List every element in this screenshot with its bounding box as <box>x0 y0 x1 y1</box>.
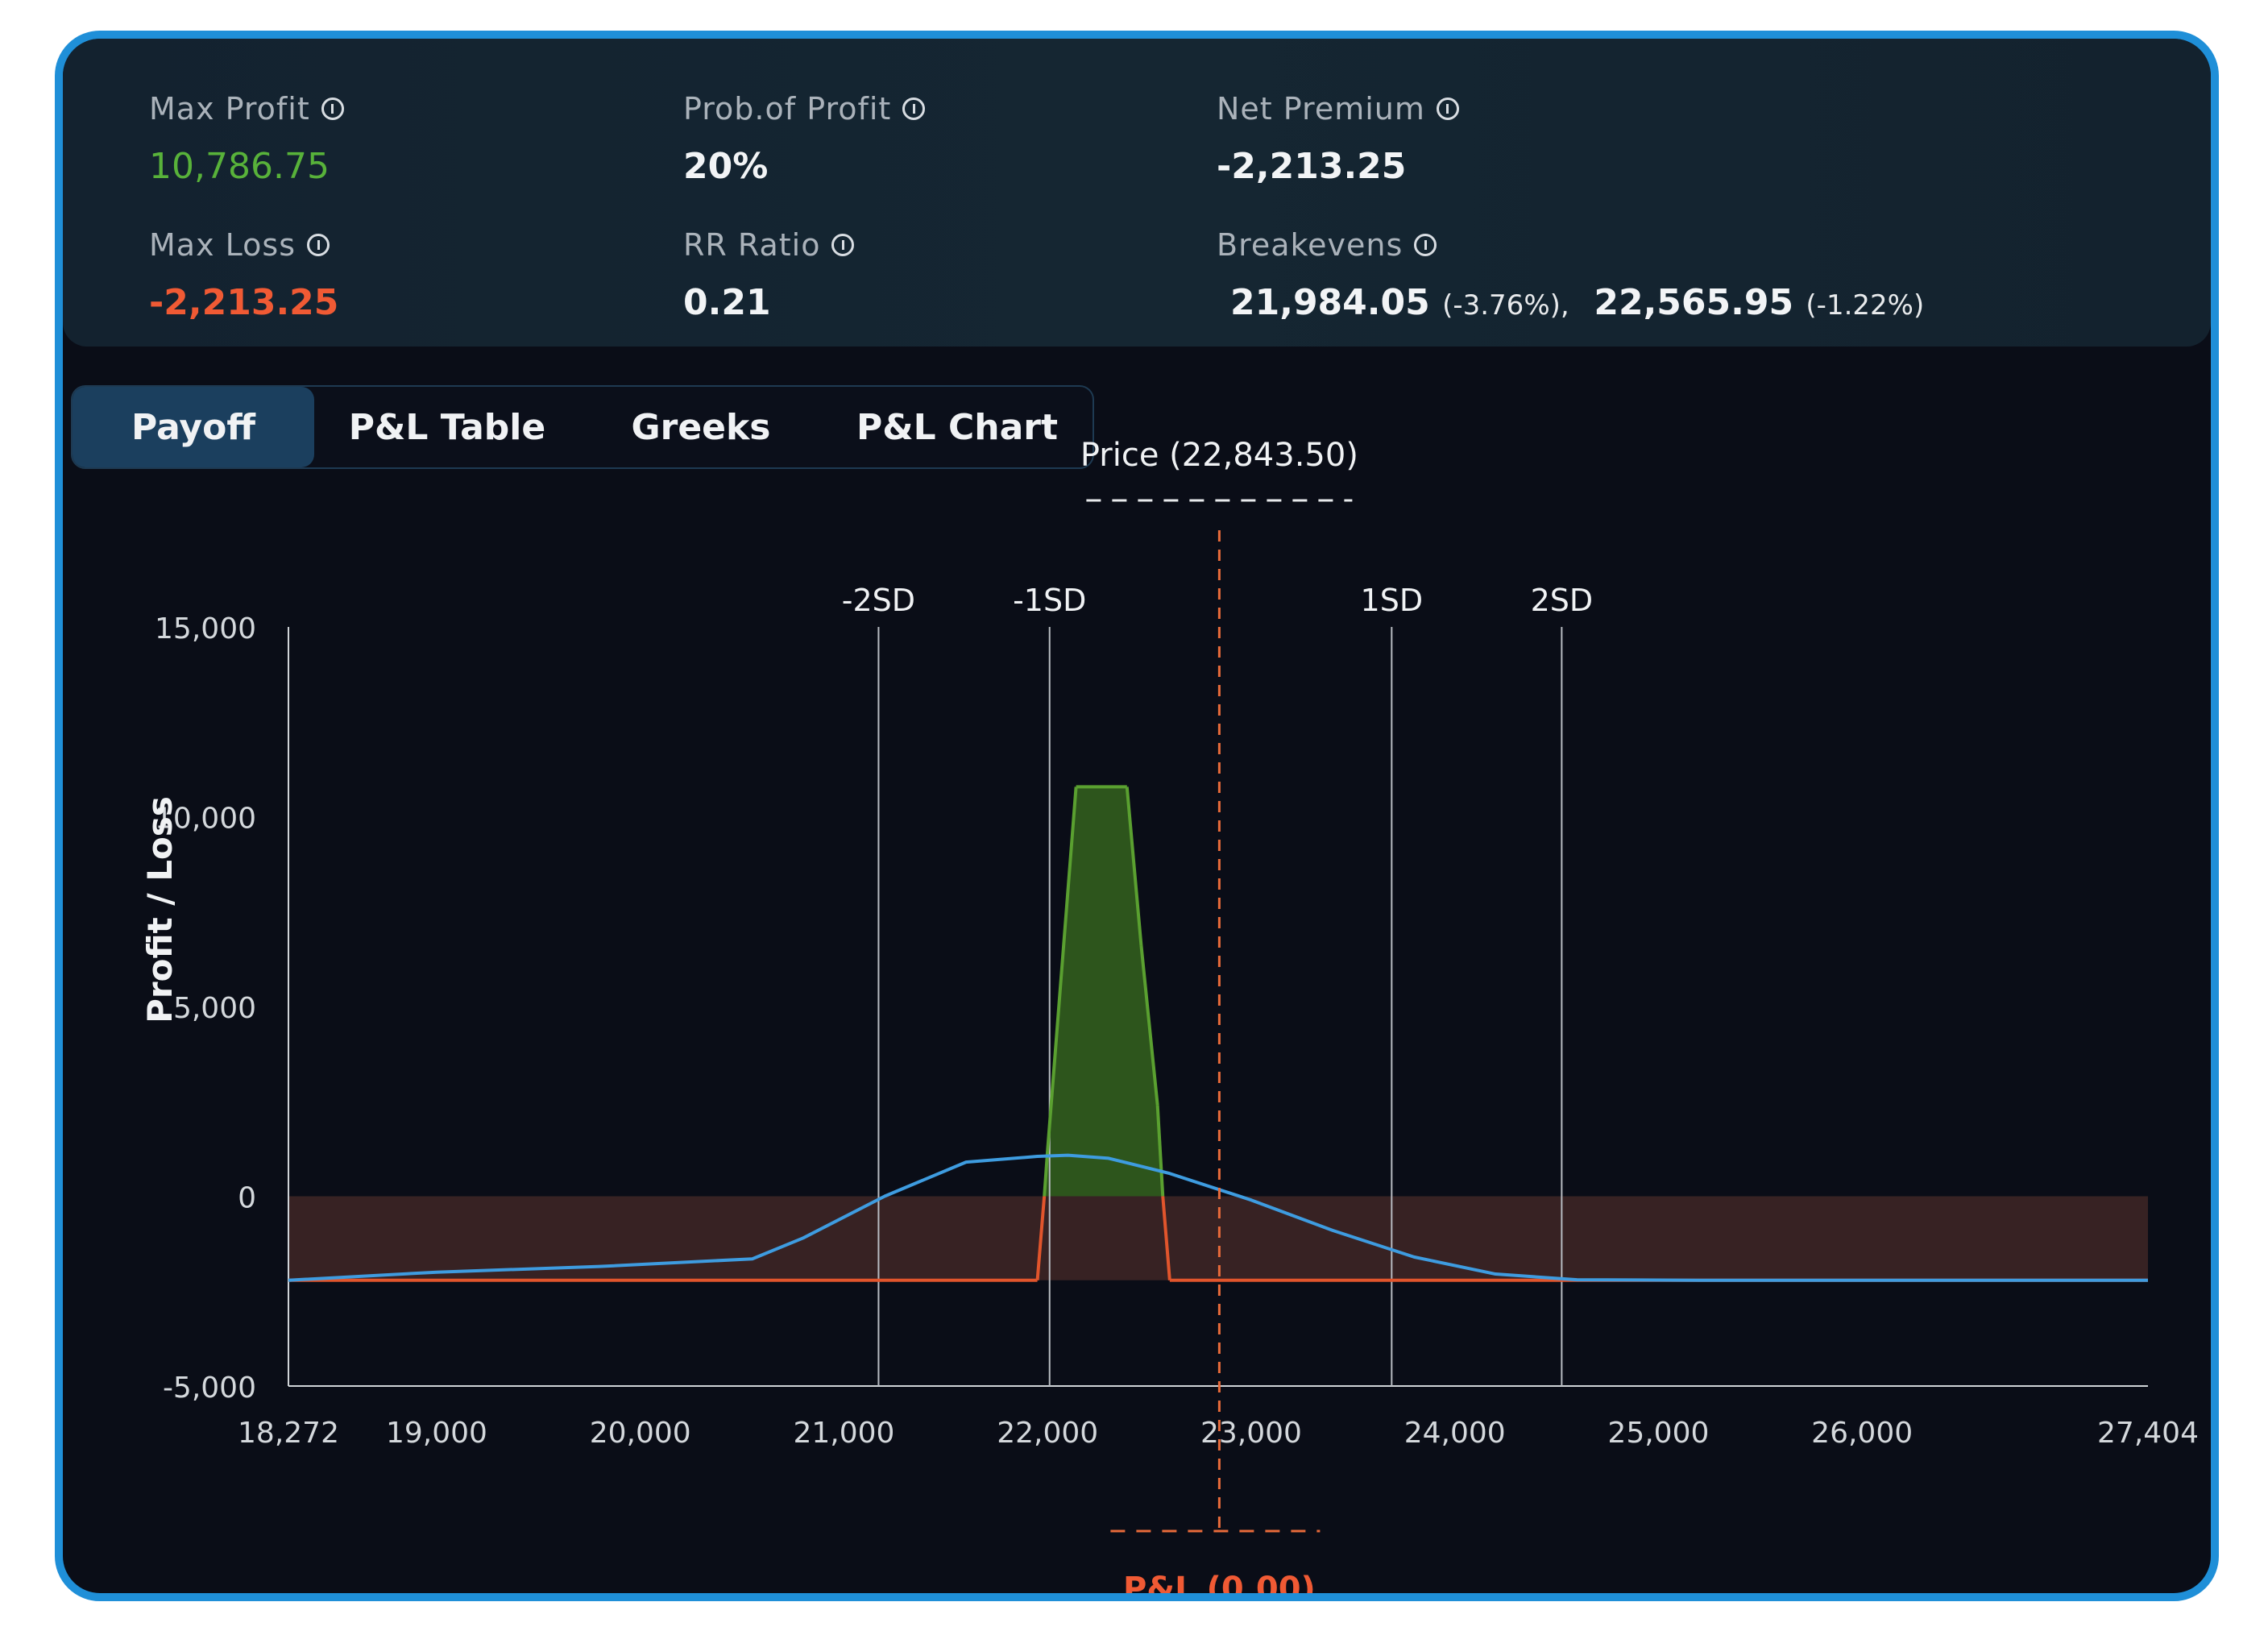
info-icon[interactable] <box>1436 98 1459 120</box>
tab-pl-table[interactable]: P&L Table <box>348 406 546 448</box>
x-tick-label: 25,000 <box>1607 1417 1709 1450</box>
x-tick-label: 27,404 <box>2097 1417 2199 1450</box>
payoff-line <box>1155 1105 1165 1197</box>
x-tick-label: 19,000 <box>386 1417 487 1450</box>
max-loss-value: -2,213.25 <box>149 282 339 323</box>
rr-ratio-value: 0.21 <box>683 282 771 323</box>
sd-label: -1SD <box>1013 583 1086 618</box>
y-tick-label: -5,000 <box>163 1372 256 1405</box>
y-tick-label: 15,000 <box>155 612 256 645</box>
max-profit-value: 10,786.75 <box>149 146 330 187</box>
profit-region <box>1044 786 1163 1197</box>
net-premium-value: -2,213.25 <box>1217 146 1407 187</box>
payoff-line <box>1139 945 1159 1106</box>
stats-panel: Max Profit 10,786.75 Prob.of Profit 20% … <box>63 39 2211 347</box>
x-tick-label: 20,000 <box>590 1417 691 1450</box>
max-profit-label: Max Profit <box>149 91 344 127</box>
info-icon[interactable] <box>307 234 330 256</box>
payoff-card: Max Profit 10,786.75 Prob.of Profit 20% … <box>55 31 2219 1601</box>
payoff-line <box>1043 1150 1050 1197</box>
rr-ratio-label: RR Ratio <box>683 227 855 263</box>
tab-pl-chart[interactable]: P&L Chart <box>856 406 1058 448</box>
breakevens-label: Breakevens <box>1217 227 1437 263</box>
y-tick-label: 5,000 <box>173 992 256 1025</box>
x-tick-label: 24,000 <box>1404 1417 1506 1450</box>
breakeven-value: 21,984.05 <box>1230 282 1430 323</box>
info-icon[interactable] <box>321 98 344 120</box>
y-axis-label: Profit / Loss <box>140 796 180 1023</box>
y-tick-label: 10,000 <box>155 803 256 836</box>
payoff-line <box>1035 1196 1047 1280</box>
breakeven-pct: (-1.22%) <box>1806 289 1925 322</box>
payoff-line <box>1161 1196 1171 1280</box>
breakeven-value: 22,565.95 <box>1594 282 1794 323</box>
sd-label: -2SD <box>842 583 915 618</box>
x-tick-label: 26,000 <box>1811 1417 1913 1450</box>
probability-curve <box>288 1153 2148 1282</box>
info-icon[interactable] <box>902 98 926 120</box>
breakeven-pct: (-3.76%), <box>1442 289 1569 322</box>
view-tabs: Payoff P&L Table Greeks P&L Chart <box>71 385 1094 469</box>
sd-label: 2SD <box>1531 583 1594 618</box>
price-label: Price (22,843.50) <box>1080 437 1358 474</box>
net-premium-label: Net Premium <box>1217 91 1459 127</box>
info-icon[interactable] <box>831 234 855 256</box>
pnl-label: P&L (0.00) <box>1123 1571 1316 1593</box>
max-loss-label: Max Loss <box>149 227 330 263</box>
x-tick-label: 23,000 <box>1200 1417 1302 1450</box>
x-tick-label: 22,000 <box>997 1417 1098 1450</box>
x-tick-label: 21,000 <box>793 1417 894 1450</box>
y-tick-label: 0 <box>238 1182 256 1215</box>
payoff-line <box>1046 786 1078 1152</box>
breakevens-values: 21,984.05 (-3.76%), 22,565.95 (-1.22%) <box>1230 282 1924 323</box>
x-tick-label: 18,272 <box>238 1417 339 1450</box>
sd-label: 1SD <box>1361 583 1424 618</box>
payoff-line <box>1125 786 1143 946</box>
payoff-chart: -2SD -1SD 1SD 2SD 15,000 10,000 5,000 0 -5,000 18… <box>140 437 2199 1593</box>
prob-profit-label: Prob.of Profit <box>683 91 926 127</box>
tab-greeks[interactable]: Greeks <box>631 406 771 448</box>
tab-payoff[interactable]: Payoff <box>73 387 314 467</box>
info-icon[interactable] <box>1414 234 1437 256</box>
prob-profit-value: 20% <box>683 146 769 187</box>
